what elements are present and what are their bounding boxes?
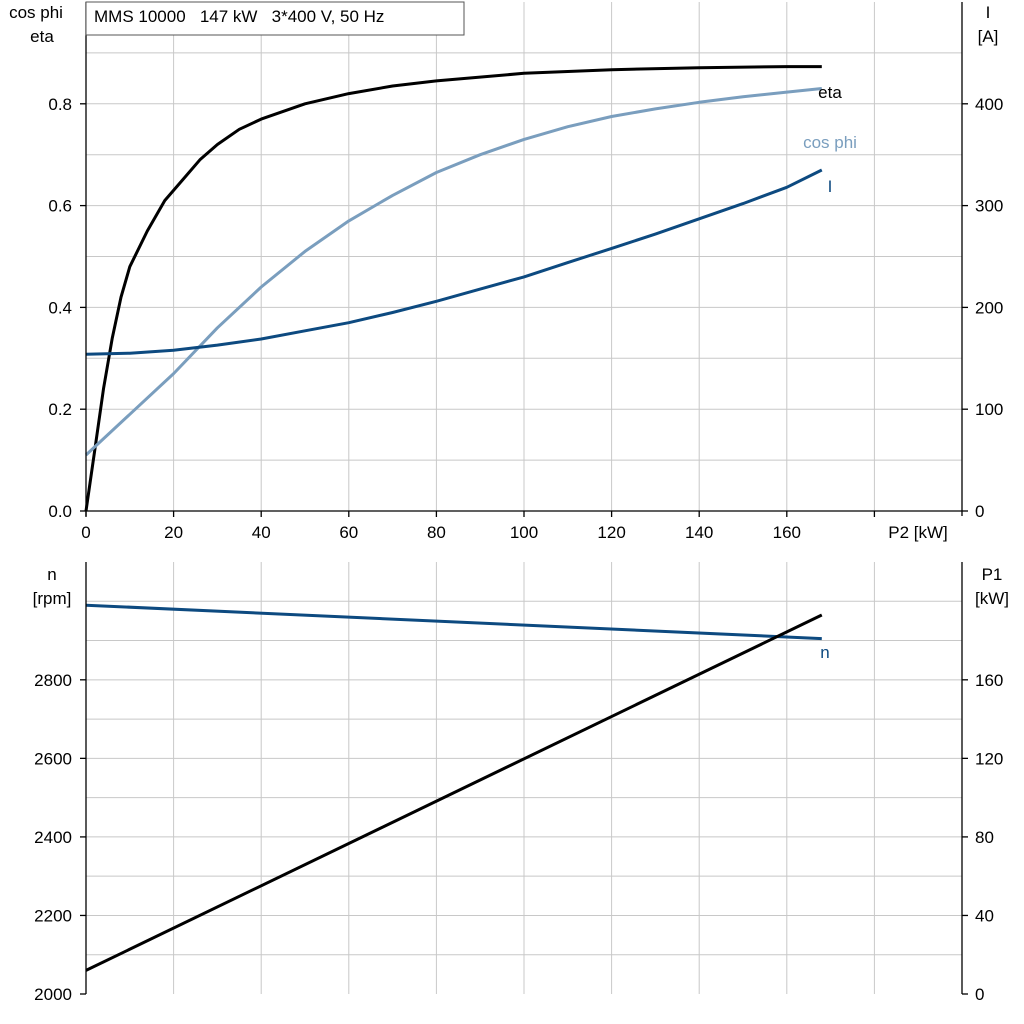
x-tick-label: 40	[252, 523, 271, 542]
speed-line	[85, 603, 822, 641]
x-tick-label: 140	[685, 523, 713, 542]
bottom-right-y-tick-label: 0	[975, 985, 984, 1004]
top-right-axis-label-i: I	[986, 3, 991, 22]
chart-title: MMS 10000 147 kW 3*400 V, 50 Hz	[94, 7, 384, 26]
bottom-left-axis-label-n: n	[47, 565, 56, 584]
series-label-i: I	[828, 177, 833, 196]
bottom-right-y-tick-label: 120	[975, 749, 1003, 768]
top-left-axis-label-eta: eta	[30, 27, 54, 46]
left-y-tick-label: 0.6	[48, 197, 72, 216]
left-y-tick-label: 0.2	[48, 400, 72, 419]
bottom-left-axis-unit-rpm: [rpm]	[33, 589, 72, 608]
top-panel-grid	[86, 2, 962, 511]
bottom-right-y-tick-label: 40	[975, 906, 994, 925]
x-tick-label: 60	[339, 523, 358, 542]
series-label-n: n	[820, 643, 829, 662]
x-tick-label: 100	[510, 523, 538, 542]
bottom-right-y-tick-label: 160	[975, 671, 1003, 690]
p1-line	[85, 613, 823, 972]
right-y-tick-label: 0	[975, 502, 984, 521]
left-y-tick-label: 0.8	[48, 95, 72, 114]
bottom-left-y-tick-label: 2800	[34, 671, 72, 690]
bottom-left-y-tick-label: 2200	[34, 906, 72, 925]
bottom-right-axis-label-p1: P1	[982, 565, 1003, 584]
right-y-tick-label: 300	[975, 197, 1003, 216]
chart-title-box	[85, 1, 465, 36]
bottom-left-y-tick-label: 2000	[34, 985, 72, 1004]
x-tick-label: 80	[427, 523, 446, 542]
cos-phi-line	[84, 87, 822, 457]
x-tick-label: 160	[773, 523, 801, 542]
bottom-panel-tick-labels: 2000 2200 2400 2600 2800 0 40 80 120 160	[34, 671, 1003, 1004]
bottom-left-y-tick-label: 2600	[34, 749, 72, 768]
right-y-tick-label: 200	[975, 298, 1003, 317]
eta-line	[84, 65, 822, 512]
right-y-tick-label: 100	[975, 400, 1003, 419]
x-tick-label: 120	[597, 523, 625, 542]
series-label-cos-phi: cos phi	[803, 133, 857, 152]
top-right-axis-unit-a: [A]	[978, 27, 999, 46]
x-axis-label-p2: P2 [kW]	[888, 523, 948, 542]
right-y-tick-label: 400	[975, 95, 1003, 114]
left-y-tick-label: 0.4	[48, 298, 72, 317]
x-tick-label: 0	[81, 523, 90, 542]
top-panel-axes	[80, 2, 968, 517]
bottom-panel-series	[85, 603, 823, 972]
x-tick-label: 20	[164, 523, 183, 542]
bottom-panel-axes	[80, 562, 968, 995]
top-panel-series	[84, 65, 823, 512]
top-panel-tick-labels: 0 20 40 60 80 100 120 140 160 0.0 0.2 0.4 0.6 0.8 0 100…	[48, 95, 1003, 542]
series-label-eta: eta	[818, 83, 842, 102]
bottom-right-y-tick-label: 80	[975, 828, 994, 847]
bottom-right-axis-unit-kw: [kW]	[975, 589, 1009, 608]
left-y-tick-label: 0.0	[48, 502, 72, 521]
current-line	[85, 168, 823, 356]
top-left-axis-label-cos-phi: cos phi	[9, 3, 63, 22]
bottom-left-y-tick-label: 2400	[34, 828, 72, 847]
